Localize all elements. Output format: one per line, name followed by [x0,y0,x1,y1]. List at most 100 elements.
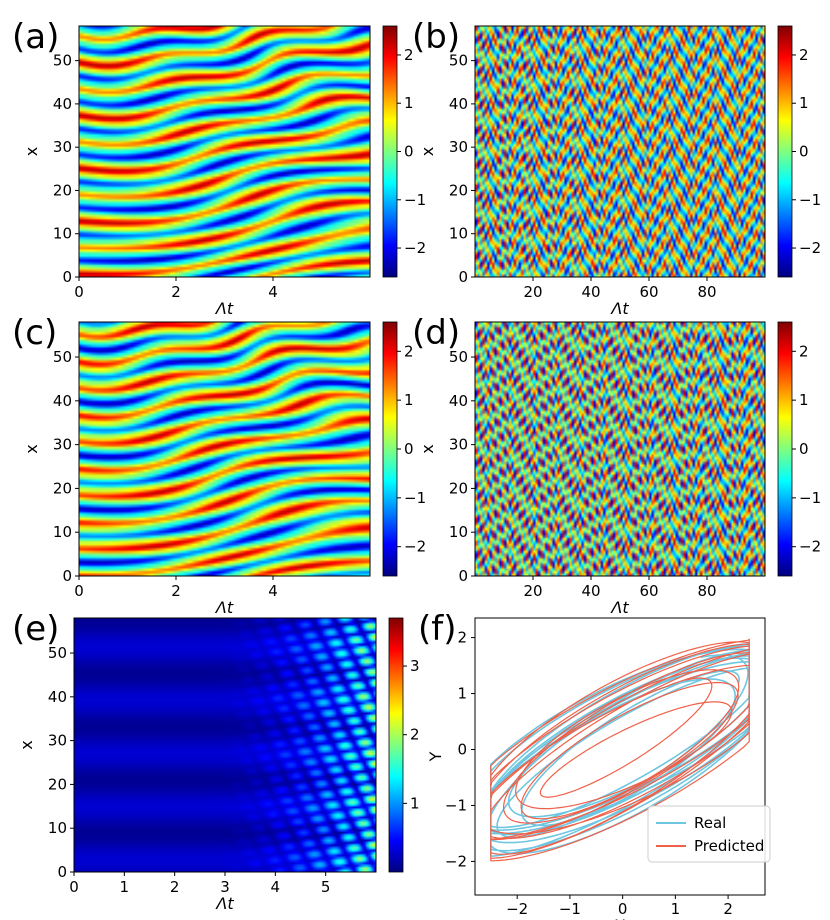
y-axis-label: Y [426,751,445,762]
x-tick-label: 4 [268,582,278,600]
y-axis-label: x [22,147,41,156]
colorbar: −2 −1 0 1 2 [382,25,426,278]
x-tick-label: 1 [671,900,681,918]
colorbar-tick-label: 1 [404,391,414,409]
colorbar-gradient [382,25,398,278]
colorbar-tick-label: −2 [404,239,426,257]
panel-label-a: (a) [12,17,59,57]
colorbar-tick-label: 1 [799,391,809,409]
colorbar-tick-label: 2 [799,342,809,360]
colorbar-tick-label: −1 [799,489,821,507]
plot-frame [474,25,766,278]
legend-real-label: Real [694,814,726,832]
colorbar-tick-label: 2 [404,46,414,64]
y-axis-label: x [22,444,41,453]
colorbar-tick-label: 3 [410,657,420,675]
x-axis-label: Λt [214,598,234,617]
heatmap-image [79,26,370,277]
x-tick-label: 0 [69,878,79,896]
colorbar: −2 −1 0 1 2 [777,321,821,577]
x-axis-label: Λt [214,299,234,318]
heatmap-panel-d: (d) 0 10 20 30 40 50 20 40 60 80 Λt x −2 −1 0 1 2 [412,313,821,617]
y-tick-label: 20 [48,775,67,793]
colorbar-tick-label: 2 [404,342,414,360]
x-axis-label: Λt [609,299,629,318]
y-tick-label: 10 [53,523,72,541]
y-tick-label: 40 [449,95,468,113]
y-axis-label: x [17,740,36,749]
colorbar-tick-label: 0 [799,440,809,458]
heatmap-panel-c: (c) 0 10 20 30 40 50 0 2 4 Λt x −2 −1 0 1 2 [12,313,426,617]
colorbar-gradient [777,321,793,577]
predicted-series-line [490,638,750,862]
colorbar-tick-label: 1 [410,794,420,812]
panel-label-d: (d) [412,313,460,353]
x-axis-label: Λt [609,598,629,617]
x-tick-label: 4 [271,878,281,896]
x-tick-label: 4 [268,283,278,301]
panel-label-e: (e) [12,609,59,649]
colorbar-tick-label: 1 [799,94,809,112]
x-tick-label: 3 [220,878,230,896]
y-tick-label: 30 [48,732,67,750]
colorbar: −2 −1 0 1 2 [382,321,426,577]
x-axis-label: X [615,916,626,920]
y-tick-label: 10 [449,225,468,243]
colorbar-tick-label: −1 [404,191,426,209]
heatmap-panel-e: (e) 0 10 20 30 40 50 0 1 2 3 4 5 Λt x 1 2 3 [12,609,420,913]
y-tick-label: 0 [57,863,67,881]
y-tick-label: 0 [62,567,72,585]
y-tick-label: 50 [53,52,72,70]
y-tick-label: 0 [458,268,468,286]
heatmap-image [79,322,370,576]
legend-box [647,805,771,863]
y-tick-label: 20 [449,181,468,199]
x-tick-label: 2 [171,582,181,600]
y-tick-label: 40 [53,392,72,410]
heatmap-panel-b: (b) 0 10 20 30 40 50 20 40 60 80 Λt x −2 −1 0 1 2 [412,17,821,318]
legend: Real Predicted [647,805,771,863]
y-tick-label: 40 [48,688,67,706]
y-tick-label: 30 [53,436,72,454]
y-tick-label: 0 [458,567,468,585]
heatmap-image [74,618,376,872]
y-tick-label: 0 [62,268,72,286]
x-tick-label: 1 [120,878,130,896]
y-tick-label: −2 [445,852,467,870]
y-tick-label: 30 [53,138,72,156]
phase-portrait-panel-f: (f) −2 −1 0 1 2 −2 −1 0 1 2 X Y Real Predicted [418,609,771,920]
x-tick-label: 2 [171,283,181,301]
plot-frame [78,321,371,577]
y-tick-label: 40 [53,95,72,113]
y-axis-label: x [418,444,437,453]
x-tick-label: −1 [559,900,581,918]
colorbar-gradient [388,617,404,873]
colorbar-tick-label: 0 [799,143,809,161]
x-tick-label: −2 [506,900,528,918]
y-tick-label: 50 [449,52,468,70]
colorbar-tick-label: −2 [799,239,821,257]
y-tick-label: 50 [48,644,67,662]
y-tick-label: 20 [53,479,72,497]
legend-predicted-label: Predicted [694,837,764,855]
colorbar-tick-label: 2 [410,726,420,744]
y-tick-label: 50 [449,348,468,366]
x-tick-label: 20 [523,582,542,600]
x-tick-label: 40 [581,582,600,600]
x-tick-label: 0 [74,283,84,301]
y-tick-label: 30 [449,138,468,156]
colorbar-tick-label: −2 [799,538,821,556]
x-axis-label: Λt [214,894,234,913]
colorbar-tick-label: −1 [404,489,426,507]
colorbar-gradient [382,321,398,577]
x-tick-label: 2 [170,878,180,896]
colorbar-tick-label: 1 [404,94,414,112]
colorbar: 1 2 3 [388,617,420,873]
x-tick-label: 0 [618,900,628,918]
y-tick-label: 40 [449,392,468,410]
plot-frame [78,25,371,278]
colorbar-tick-label: 0 [404,143,414,161]
panel-label-c: (c) [12,313,57,353]
plot-frame [474,321,766,577]
